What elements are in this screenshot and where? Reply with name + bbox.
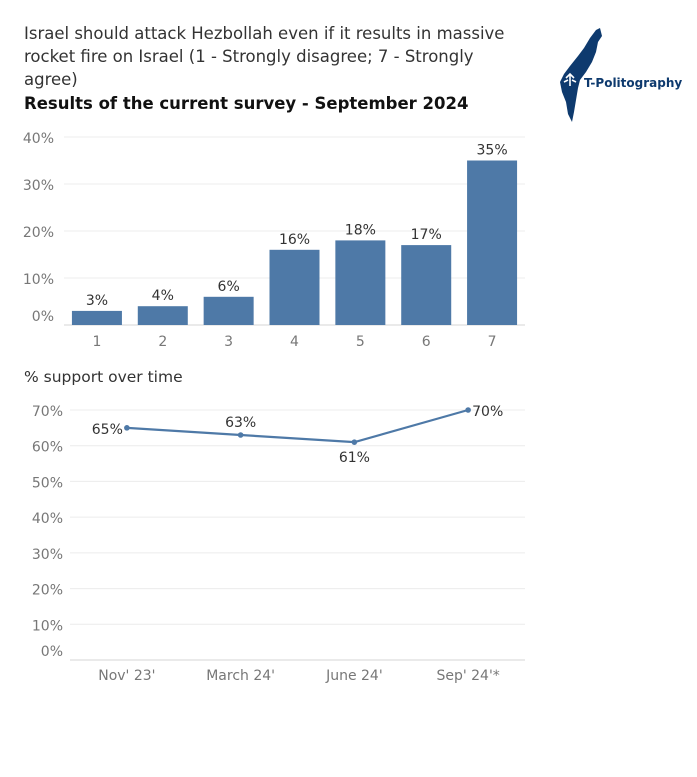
x-tick-label: 4: [290, 334, 299, 350]
series-line: [126, 408, 469, 444]
data-point: [237, 432, 244, 438]
y-tick-label: 10%: [32, 618, 63, 634]
x-tick-label: 5: [356, 334, 365, 350]
x-tick-label: June 24': [325, 668, 383, 684]
point-value-label: 65%: [92, 422, 123, 438]
bar-value-label: 6%: [218, 279, 240, 295]
bar-value-label: 3%: [86, 293, 108, 309]
bar-value-label: 17%: [411, 227, 442, 243]
data-point: [351, 439, 358, 445]
bar-value-label: 18%: [345, 222, 376, 238]
point-value-label: 63%: [225, 415, 256, 431]
y-tick-label: 60%: [32, 440, 63, 456]
y-tick-label: 50%: [32, 475, 63, 491]
y-tick-label: 0%: [41, 644, 63, 660]
bar: [203, 296, 254, 325]
x-tick-label: 6: [422, 334, 431, 350]
point-value-label: 70%: [472, 404, 503, 420]
bar-value-label: 4%: [152, 288, 174, 304]
y-tick-label: 30%: [32, 547, 63, 563]
bar: [335, 240, 386, 325]
x-tick-label: 3: [224, 334, 233, 350]
bar: [137, 306, 188, 325]
x-tick-label: Nov' 23': [98, 668, 155, 684]
chart-title: Israel should attack Hezbollah even if i…: [24, 24, 505, 89]
x-tick-label: 2: [158, 334, 167, 350]
x-tick-label: March 24': [206, 668, 275, 684]
bar: [71, 310, 122, 325]
y-tick-label: 10%: [23, 272, 54, 288]
y-tick-label: 20%: [23, 225, 54, 241]
data-point: [465, 407, 471, 413]
chart-subtitle: Results of the current survey - Septembe…: [24, 94, 469, 113]
bar-chart: 0% 10% 20% 30% 40% 3% 1 4% 2 6% 3 16% 4 18% 5 17% 6 35% 7: [23, 131, 525, 350]
data-point: [124, 425, 130, 431]
bar: [401, 245, 452, 325]
y-tick-label: 70%: [32, 404, 63, 420]
x-tick-label: 1: [92, 334, 101, 350]
bar: [269, 249, 320, 325]
line-chart-title: % support over time: [24, 368, 183, 386]
x-tick-label: Sep' 24'*: [436, 668, 499, 684]
y-tick-label: 40%: [32, 511, 63, 527]
bar-value-label: 16%: [279, 232, 310, 248]
bar: [467, 160, 518, 325]
y-tick-label: 20%: [32, 583, 63, 599]
point-value-label: 61%: [339, 450, 370, 466]
line-chart: 0% 10% 20% 30% 40% 50% 60% 70% 65% Nov' 23' 63% Mar…: [32, 404, 525, 684]
bar-value-label: 35%: [477, 143, 508, 159]
israel-map-icon: [560, 28, 602, 122]
x-tick-label: 7: [488, 334, 497, 350]
y-tick-label: 30%: [23, 178, 54, 194]
y-tick-label: 0%: [32, 309, 54, 325]
logo-text: T-Politography: [584, 76, 683, 90]
y-tick-label: 40%: [23, 131, 54, 147]
